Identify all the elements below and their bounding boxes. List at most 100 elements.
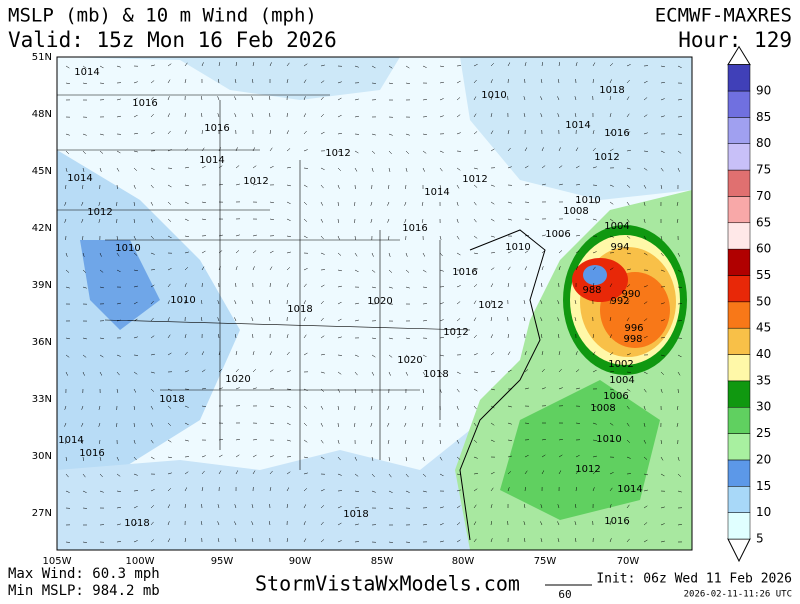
isobar-label: 1012 [87,207,112,218]
model-name: ECMWF-MAXRES [655,5,792,27]
isobar-label: 1016 [204,123,229,134]
isobar-label: 998 [623,334,642,345]
isobar-label: 1018 [343,509,368,520]
isobar-label: 994 [610,242,629,253]
max-wind: Max Wind: 60.3 mph [8,566,160,582]
isobar-label: 1012 [594,152,619,163]
lat-label: 48N [32,109,52,120]
lon-label: 95W [211,556,234,567]
colorbar-label: 5 [756,532,764,546]
storm-center [583,265,607,285]
isobar-label: 1008 [590,403,615,414]
isobar-label: 1012 [325,148,350,159]
isobar-label: 1020 [225,374,250,385]
isobar-label: 1012 [462,174,487,185]
colorbar-label: 40 [756,347,771,361]
colorbar-segment [728,275,750,301]
isobar-label: 1014 [565,120,590,131]
lon-label: 85W [371,556,394,567]
map: 1014 1016 1016 1014 1012 1014 1012 1010 1010 1018… [57,57,692,550]
colorbar-label: 15 [756,479,771,493]
colorbar-label: 30 [756,400,771,414]
colorbar-segment [728,65,750,91]
colorbar-segment [728,302,750,328]
timestamp: 2026-02-11-11:26 UTC [684,590,792,600]
lat-label: 45N [32,166,52,177]
isobar-label: 1014 [617,484,642,495]
colorbar-label: 85 [756,110,771,124]
isobar-label: 1016 [604,516,629,527]
isobar-label: 1014 [74,67,99,78]
colorbar-label: 90 [756,84,771,98]
isobar-label: 1014 [424,187,449,198]
colorbar-label: 65 [756,215,771,229]
colorbar-segment [728,117,750,143]
isobar-label: 1014 [199,155,224,166]
colorbar-segment [728,328,750,354]
isobar-label: 1012 [243,176,268,187]
isobar-label: 1004 [604,221,629,232]
lat-label: 27N [32,508,52,519]
forecast-hour: Hour: 129 [678,28,792,52]
lat-label: 42N [32,223,52,234]
isobar-label: 1016 [604,128,629,139]
wind-scale: 60 [558,588,571,600]
lon-label: 80W [452,556,475,567]
lon-label: 75W [534,556,557,567]
isobar-label: 1006 [545,229,570,240]
isobar-label: 1018 [159,394,184,405]
isobar-label: 1018 [423,369,448,380]
lat-label: 30N [32,451,52,462]
colorbar-segment [728,407,750,433]
colorbar-segment [728,355,750,381]
isobar-label: 1010 [596,434,621,445]
colorbar-label: 20 [756,452,771,466]
lat-labels: 51N 48N 45N 42N 39N 36N 33N 30N 27N [32,52,52,519]
site-name: StormVistaWxModels.com [255,572,520,596]
isobar-label: 992 [610,296,629,307]
lat-label: 39N [32,280,52,291]
lon-label: 70W [617,556,640,567]
colorbar-segment [728,170,750,196]
colorbar-segment [728,196,750,222]
colorbar-label: 80 [756,136,771,150]
isobar-label: 1020 [367,296,392,307]
isobar-label: 1012 [443,327,468,338]
isobar-label: 1014 [67,173,92,184]
colorbar-segment [728,460,750,486]
colorbar-segment [728,223,750,249]
colorbar-label: 50 [756,294,771,308]
isobar-label: 1020 [397,355,422,366]
colorbar-segment [728,434,750,460]
min-mslp: Min MSLP: 984.2 mb [8,583,160,599]
lat-label: 36N [32,337,52,348]
colorbar-segment [728,486,750,512]
colorbar-label: 55 [756,268,771,282]
isobar-label: 1010 [481,90,506,101]
init-time: Init: 06z Wed 11 Feb 2026 [596,572,792,587]
isobar-label: 996 [624,323,643,334]
isobar-label: 1002 [608,359,633,370]
isobar-label: 1012 [575,464,600,475]
isobar-label: 1008 [563,206,588,217]
colorbar-label: 10 [756,505,771,519]
lat-label: 51N [32,52,52,63]
colorbar-label: 45 [756,321,771,335]
colorbar-segment [728,513,750,539]
colorbar-label: 60 [756,242,771,256]
isobar-label: 1012 [478,300,503,311]
lon-label: 90W [289,556,312,567]
title: MSLP (mb) & 10 m Wind (mph) [8,5,317,27]
colorbar-label: 75 [756,163,771,177]
colorbar-label: 70 [756,189,771,203]
isobar-label: 1006 [603,391,628,402]
isobar-label: 1010 [575,195,600,206]
lat-label: 33N [32,394,52,405]
isobar-label: 1018 [599,85,624,96]
colorbar-label: 25 [756,426,771,440]
colorbar-segment [728,381,750,407]
isobar-label: 1010 [505,242,530,253]
colorbar-bottom-arrow [728,539,750,561]
isobar-label: 1010 [115,243,140,254]
